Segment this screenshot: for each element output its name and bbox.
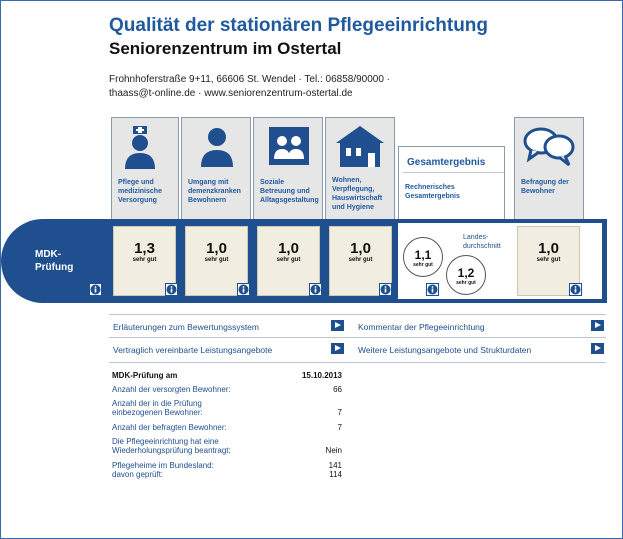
category-card-befragung: Befragung der Bewohner	[514, 117, 584, 223]
category-card-demenz: Umgang mit demenzkranken Bewohnern	[181, 117, 251, 223]
details-label: davon geprüft:	[112, 470, 164, 479]
gesamt-grade: sehr gut	[413, 262, 433, 268]
details-label: Die Pflegeeinrichtung hat eine Wiederhol…	[112, 437, 231, 455]
address-line-1: Frohnhoferstraße 9+11, 66606 St. Wendel …	[109, 74, 391, 85]
link-leistungsangebote[interactable]: Vertraglich vereinbarte Leistungsangebot…	[113, 345, 273, 355]
link-strukturdaten[interactable]: Weitere Leistungsangebote und Strukturda…	[358, 345, 532, 355]
score-grade: sehr gut	[276, 257, 301, 263]
score-grade: sehr gut	[132, 257, 157, 263]
arrow-right-icon[interactable]	[331, 320, 344, 331]
details-value: 7	[337, 423, 342, 432]
score-value: 1,3	[134, 240, 155, 257]
facility-name: Seniorenzentrum im Ostertal	[109, 39, 342, 58]
info-icon[interactable]	[426, 283, 439, 296]
info-icon[interactable]	[569, 283, 582, 296]
landes-score: 1,2	[457, 266, 475, 280]
details-value: 66	[333, 385, 342, 394]
category-label: Soziale Betreuung und Alltagsgestaltung	[260, 179, 319, 204]
score-box-betreuung: 1,0 sehr gut	[257, 226, 320, 296]
category-label: Pflege und medizinische Versorgung	[118, 179, 162, 204]
score-box-demenz: 1,0 sehr gut	[185, 226, 248, 296]
nurse-icon	[125, 126, 155, 169]
info-icon[interactable]	[89, 283, 102, 296]
details-value: Nein	[325, 446, 342, 455]
arrow-right-icon[interactable]	[591, 343, 604, 354]
details-label: Anzahl der in die Prüfung einbezogenen B…	[112, 399, 203, 417]
landes-label: Landes-durchschnitt	[463, 234, 501, 250]
details-value: 114	[329, 470, 342, 479]
score-value: 1,0	[206, 240, 227, 257]
gesamt-score-circle: 1,1 sehr gut	[403, 237, 443, 277]
speech-bubbles-icon	[523, 127, 575, 167]
link-bewertungssystem[interactable]: Erläuterungen zum Bewertungssystem	[113, 322, 259, 332]
arrow-right-icon[interactable]	[591, 320, 604, 331]
divider	[109, 337, 606, 338]
gesamt-title: Gesamtergebnis	[407, 157, 486, 168]
score-grade: sehr gut	[204, 257, 229, 263]
category-label: Befragung der Bewohner	[521, 179, 569, 195]
gesamt-card: Gesamtergebnis Rechnerisches Gesamtergeb…	[398, 146, 505, 223]
person-icon	[201, 128, 233, 167]
score-grade: sehr gut	[536, 257, 561, 263]
category-label: Wohnen, Verpflegung, Hauswirtschaft und …	[332, 177, 383, 211]
info-icon[interactable]	[165, 283, 178, 296]
details-label: MDK-Prüfung am	[112, 371, 178, 380]
landes-grade: sehr gut	[456, 280, 476, 286]
group-icon	[269, 127, 309, 165]
mdk-label: MDK-Prüfung	[35, 249, 74, 273]
divider	[109, 362, 606, 363]
details-value: 141	[328, 461, 342, 470]
page-title: Qualität der stationären Pflegeeinrichtu…	[109, 15, 489, 36]
info-icon[interactable]	[379, 283, 392, 296]
house-icon	[336, 126, 384, 167]
gesamt-score: 1,1	[414, 248, 432, 262]
score-value: 1,0	[350, 240, 371, 257]
gesamt-label: Rechnerisches Gesamtergebnis	[405, 184, 460, 200]
arrow-right-icon[interactable]	[331, 343, 344, 354]
category-card-wohnen: Wohnen, Verpflegung, Hauswirtschaft und …	[325, 117, 395, 223]
info-icon[interactable]	[309, 283, 322, 296]
category-card-betreuung: Soziale Betreuung und Alltagsgestaltung	[253, 117, 323, 223]
details-label: Pflegeheime im Bundesland:	[112, 461, 214, 470]
details-label: Anzahl der versorgten Bewohner:	[112, 385, 231, 394]
address-line-2: thaass@t-online.de · www.seniorenzentrum…	[109, 88, 353, 99]
landes-score-circle: 1,2 sehr gut	[446, 255, 486, 295]
details-value: 7	[337, 408, 342, 417]
info-icon[interactable]	[237, 283, 250, 296]
score-grade: sehr gut	[348, 257, 373, 263]
category-label: Umgang mit demenzkranken Bewohnern	[188, 179, 241, 204]
score-box-wohnen: 1,0 sehr gut	[329, 226, 392, 296]
details-label: Anzahl der befragten Bewohner:	[112, 423, 227, 432]
divider	[109, 314, 606, 315]
details-value: 15.10.2013	[301, 371, 342, 380]
score-value: 1,0	[538, 240, 559, 257]
link-kommentar[interactable]: Kommentar der Pflegeeinrichtung	[358, 322, 485, 332]
divider	[403, 172, 504, 173]
category-card-pflege: Pflege und medizinische Versorgung	[111, 117, 179, 223]
score-value: 1,0	[278, 240, 299, 257]
